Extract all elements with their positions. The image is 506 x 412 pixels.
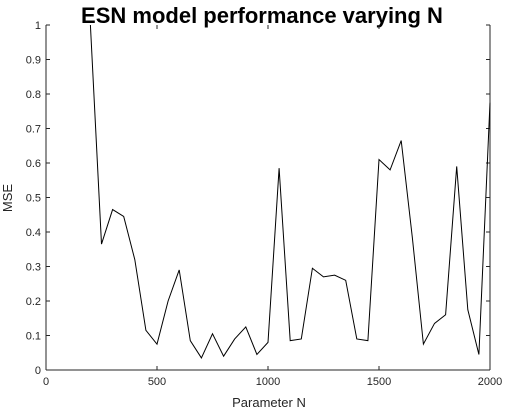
chart-title: ESN model performance varying N (81, 3, 443, 28)
y-tick-label: 0.1 (26, 331, 41, 343)
y-tick-label: 0.7 (26, 124, 41, 136)
y-tick-label: 0.6 (26, 158, 41, 170)
y-tick-label: 0.2 (26, 296, 41, 308)
y-tick-label: 0 (35, 365, 41, 377)
x-tick-label: 2000 (478, 376, 502, 388)
y-tick-label: 1 (35, 20, 41, 32)
x-tick-label: 1000 (256, 376, 280, 388)
y-tick-label: 0.8 (26, 89, 41, 101)
x-tick-label: 0 (43, 376, 49, 388)
plot-area: 0 500 1000 1500 2000 0 0.1 0.2 0.3 0.4 0.5 0.6 0.7 0.… (26, 20, 503, 388)
y-tick-label: 0.5 (26, 193, 41, 205)
y-tick-label: 0.4 (26, 227, 41, 239)
x-tick-label: 500 (148, 376, 166, 388)
y-axis-label: MSE (0, 184, 15, 213)
series-line (89, 24, 491, 359)
x-axis-label: Parameter N (232, 395, 306, 410)
y-tick-label: 0.3 (26, 262, 41, 274)
x-tick-label: 1500 (367, 376, 391, 388)
y-tick-label: 0.9 (26, 55, 41, 67)
